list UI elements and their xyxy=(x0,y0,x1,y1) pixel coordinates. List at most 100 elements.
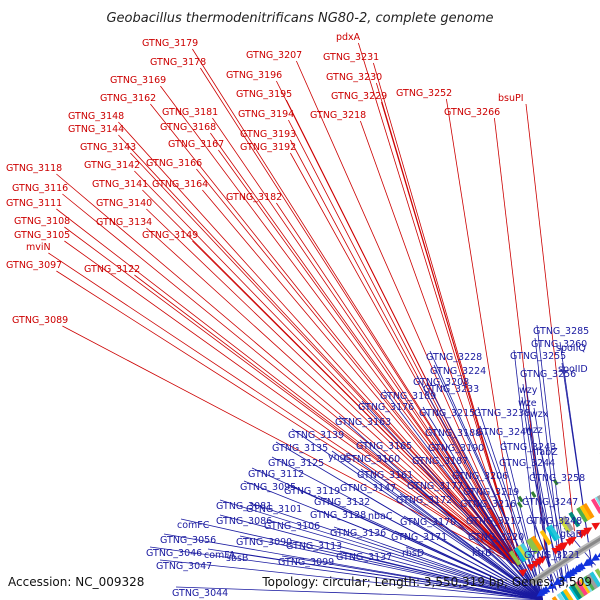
gene-label-top: GTNG_3207 xyxy=(246,50,302,61)
gene-label-top: GTNG_3108 xyxy=(14,216,70,227)
connector-top xyxy=(290,152,521,567)
connector-bottom xyxy=(528,423,561,589)
feature-bar-outer xyxy=(582,503,595,519)
gene-label-bottom: GTNG_3255 xyxy=(510,351,566,362)
gene-label-top: GTNG_3143 xyxy=(80,142,136,153)
gene-label-top: GTNG_3148 xyxy=(68,111,124,122)
connector-top xyxy=(218,149,521,568)
connector-bottom xyxy=(291,428,543,600)
feature-bar-inner xyxy=(562,588,575,600)
gene-label-bottom: GTNG_3248 xyxy=(526,516,582,527)
rna-marker xyxy=(552,478,559,486)
connector-bottom xyxy=(360,468,543,600)
gene-label-bottom: GTNG_3147 xyxy=(340,483,396,494)
connector-bottom xyxy=(361,400,543,600)
gene-label-top: GTNG_3164 xyxy=(152,179,208,190)
gene-label-bottom: GTNG_3244 xyxy=(499,458,555,469)
gene-arrow-top xyxy=(591,522,600,531)
gene-label-top: GTNG_3192 xyxy=(240,142,296,153)
gene-label-bottom: wzz xyxy=(525,425,543,436)
gene-label-top: GTNG_3116 xyxy=(12,183,68,194)
connector-bottom xyxy=(371,509,543,600)
connector-top xyxy=(150,103,521,568)
gene-label-bottom: GTNG_3119 xyxy=(284,486,340,497)
gene-arrow-bottom xyxy=(591,553,600,562)
connector-bottom xyxy=(469,514,543,600)
gene-label-top: GTNG_3193 xyxy=(240,129,296,140)
connector-bottom xyxy=(287,484,543,600)
gene-label-bottom: GTNG_3285 xyxy=(533,326,589,337)
gene-label-bottom: GTNG_3056 xyxy=(160,535,216,546)
gene-label-bottom: GTNG_3128 xyxy=(310,510,366,521)
connector-bottom xyxy=(426,382,543,600)
feature-bar-outer xyxy=(519,542,533,559)
gene-label-bottom: nbaC xyxy=(368,511,393,522)
gene-label-top: GTNG_3179 xyxy=(142,38,198,49)
gene-label-bottom: GTNG_3161 xyxy=(357,470,413,481)
feature-bar-inner xyxy=(583,575,596,591)
gene-label-bottom: GTNG_3215 xyxy=(419,408,475,419)
gene-label-bottom: GTNG_3233 xyxy=(423,384,479,395)
rna-marker xyxy=(517,501,523,509)
connector-top xyxy=(276,202,521,568)
connector-top xyxy=(525,103,575,532)
gene-label-bottom: GTNG_3256 xyxy=(520,369,576,380)
gene-arrow-bottom xyxy=(541,585,551,594)
gene-label-bottom: gtaB xyxy=(560,529,582,540)
feature-bar-outer xyxy=(530,535,544,552)
gene-label-top: GTNG_3196 xyxy=(226,70,282,81)
connector-top xyxy=(212,117,521,568)
gene-arrow-bottom xyxy=(553,577,562,586)
map-title: Geobacillus thermodenitrificans NG80-2, … xyxy=(106,11,493,26)
gene-arrow-top xyxy=(526,563,536,572)
connector-top xyxy=(373,62,521,567)
gene-label-bottom: GTNG_3243 xyxy=(500,442,556,453)
gene-label-bottom: comFA xyxy=(204,550,236,561)
gene-label-bottom: wze xyxy=(518,398,537,409)
gene-arrow-top xyxy=(538,555,547,564)
gene-label-bottom: GTNG_3139 xyxy=(288,430,344,441)
gene-label-bottom: GTNG_3095 xyxy=(240,482,296,493)
gene-label-bottom: GTNG_3165 xyxy=(356,441,412,452)
connector-bottom xyxy=(410,479,543,600)
gene-label-bottom: GTNG_3106 xyxy=(264,521,320,532)
connector-top xyxy=(192,240,521,568)
feature-bar-outer xyxy=(561,515,574,532)
feature-bar-outer xyxy=(558,517,571,534)
gene-label-bottom: GTNG_3219 xyxy=(463,487,519,498)
gene-label-bottom: GTNG_3113 xyxy=(286,541,342,552)
connector-top xyxy=(381,101,521,567)
connector-bottom xyxy=(249,502,543,600)
feature-bar-outer xyxy=(528,537,541,553)
connector-top xyxy=(56,173,521,568)
connector-top xyxy=(62,193,521,568)
gene-label-bottom: GTNG_3081 xyxy=(216,501,272,512)
gene-arrow-bottom xyxy=(584,557,594,565)
gene-label-top: GTNG_3231 xyxy=(323,52,379,63)
gene-label-bottom: fabZ xyxy=(536,447,558,458)
connector-bottom xyxy=(394,530,543,600)
connector-bottom xyxy=(175,586,543,600)
gene-label-top: GTNG_3097 xyxy=(6,260,62,271)
feature-bar-outer xyxy=(576,506,588,523)
connector-bottom xyxy=(239,535,543,600)
feature-bar-inner xyxy=(560,590,573,600)
connector-top xyxy=(446,98,521,567)
gene-label-top: GTNG_3089 xyxy=(12,315,68,326)
gene-label-bottom: GTNG_3220 xyxy=(468,532,524,543)
connector-top xyxy=(202,189,521,568)
gene-arrow-bottom xyxy=(568,567,578,576)
gene-label-bottom: GTNG_3112 xyxy=(248,469,304,480)
connector-top xyxy=(56,270,521,568)
feature-bar-inner xyxy=(586,573,599,590)
connector-top xyxy=(160,85,521,568)
gene-label-bottom: GTNG_3221 xyxy=(524,550,580,561)
connector-bottom xyxy=(281,555,543,600)
connector-lines xyxy=(48,42,596,600)
gene-label-top: GTNG_3229 xyxy=(331,91,387,102)
genome-summary-text: Topology: circular; Length: 3,550,319 bp… xyxy=(261,575,592,589)
connector-top xyxy=(200,67,521,568)
gene-label-bottom: GTNG_3090 xyxy=(236,537,292,548)
gene-label-top: GTNG_3167 xyxy=(168,139,224,150)
gene-label-top: GTNG_3194 xyxy=(238,109,294,120)
